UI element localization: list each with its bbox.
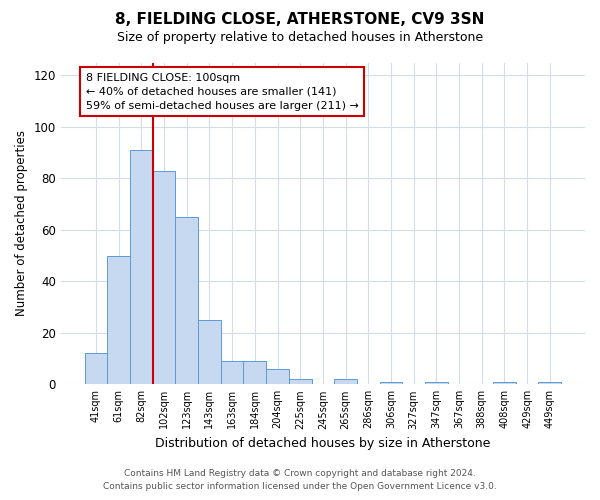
Bar [130, 150, 152, 384]
Text: Size of property relative to detached houses in Atherstone: Size of property relative to detached ho… [117, 31, 483, 44]
Text: 8, FIELDING CLOSE, ATHERSTONE, CV9 3SN: 8, FIELDING CLOSE, ATHERSTONE, CV9 3SN [115, 12, 485, 28]
Bar [266, 369, 289, 384]
Bar [334, 379, 357, 384]
Bar [198, 320, 221, 384]
Bar [289, 379, 311, 384]
Bar [493, 382, 516, 384]
Bar [244, 361, 266, 384]
Text: Contains HM Land Registry data © Crown copyright and database right 2024.
Contai: Contains HM Land Registry data © Crown c… [103, 470, 497, 491]
Bar [85, 354, 107, 384]
Y-axis label: Number of detached properties: Number of detached properties [15, 130, 28, 316]
Bar [152, 170, 175, 384]
Bar [107, 256, 130, 384]
Bar [425, 382, 448, 384]
Bar [221, 361, 244, 384]
X-axis label: Distribution of detached houses by size in Atherstone: Distribution of detached houses by size … [155, 437, 491, 450]
Bar [380, 382, 403, 384]
Bar [538, 382, 561, 384]
Bar [175, 217, 198, 384]
Text: 8 FIELDING CLOSE: 100sqm
← 40% of detached houses are smaller (141)
59% of semi-: 8 FIELDING CLOSE: 100sqm ← 40% of detach… [86, 73, 359, 111]
